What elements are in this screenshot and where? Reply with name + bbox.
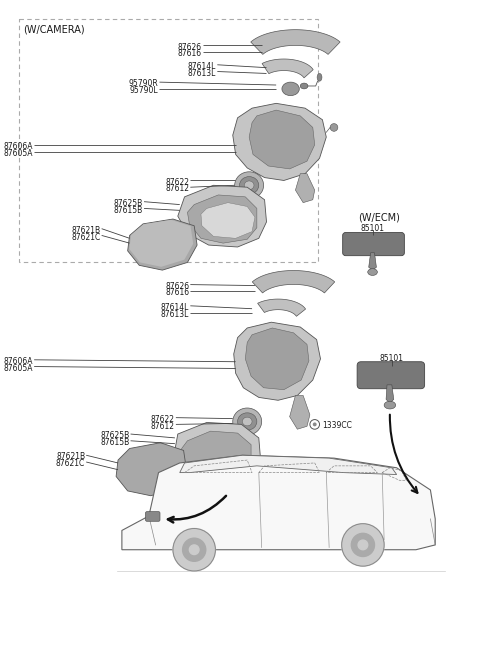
Polygon shape [252, 271, 335, 293]
Polygon shape [295, 174, 315, 202]
Text: 87606A: 87606A [4, 142, 33, 151]
Polygon shape [181, 431, 251, 480]
Text: (W/ECM): (W/ECM) [358, 212, 400, 222]
Ellipse shape [242, 417, 252, 426]
Text: 87614L: 87614L [188, 62, 216, 71]
Text: 87621C: 87621C [56, 459, 85, 468]
Text: 87616: 87616 [178, 49, 202, 58]
Bar [19, 20, 318, 263]
Text: 87605A: 87605A [4, 364, 33, 373]
Polygon shape [180, 455, 396, 474]
Text: 87621B: 87621B [56, 453, 85, 461]
Ellipse shape [233, 408, 262, 435]
Ellipse shape [384, 402, 396, 409]
Ellipse shape [238, 413, 257, 430]
Text: 95790R: 95790R [129, 79, 158, 88]
FancyBboxPatch shape [145, 512, 160, 521]
Polygon shape [116, 443, 186, 496]
Text: 87613L: 87613L [161, 310, 190, 319]
Polygon shape [289, 396, 310, 429]
Circle shape [182, 538, 206, 561]
Ellipse shape [317, 73, 322, 81]
Polygon shape [128, 219, 197, 270]
Polygon shape [262, 59, 313, 78]
Text: (W/CAMERA): (W/CAMERA) [24, 24, 85, 34]
Text: 95790L: 95790L [130, 86, 158, 95]
Circle shape [358, 540, 368, 550]
Polygon shape [258, 299, 306, 316]
Text: 1339CC: 1339CC [323, 421, 352, 430]
Text: 87622: 87622 [166, 178, 190, 187]
Text: 87612: 87612 [151, 422, 175, 430]
Ellipse shape [282, 82, 300, 96]
Text: 87616: 87616 [165, 288, 190, 297]
Text: 87621C: 87621C [72, 233, 101, 242]
Ellipse shape [368, 269, 377, 276]
Text: 87625B: 87625B [114, 198, 143, 208]
Polygon shape [369, 253, 376, 270]
Polygon shape [234, 322, 321, 400]
Circle shape [173, 529, 216, 571]
FancyBboxPatch shape [357, 362, 425, 388]
Polygon shape [178, 185, 266, 247]
Text: 87614L: 87614L [161, 303, 190, 312]
Text: 87613L: 87613L [188, 69, 216, 78]
Text: 87622: 87622 [151, 415, 175, 424]
Polygon shape [129, 220, 193, 267]
Text: 87606A: 87606A [4, 357, 33, 366]
Polygon shape [386, 385, 394, 403]
Text: 87625B: 87625B [100, 431, 130, 440]
Polygon shape [201, 202, 255, 238]
Polygon shape [233, 103, 326, 181]
Text: 87621B: 87621B [72, 226, 101, 234]
Text: 85101: 85101 [380, 354, 404, 363]
Ellipse shape [235, 172, 264, 198]
Polygon shape [251, 29, 340, 54]
Text: 85101: 85101 [360, 224, 384, 233]
Ellipse shape [300, 83, 308, 89]
Polygon shape [188, 195, 257, 243]
Ellipse shape [244, 181, 254, 190]
Circle shape [351, 533, 374, 557]
Polygon shape [122, 455, 435, 550]
FancyBboxPatch shape [343, 233, 404, 255]
Circle shape [342, 524, 384, 566]
Polygon shape [245, 328, 309, 390]
Text: 87626: 87626 [178, 43, 202, 52]
Circle shape [190, 545, 199, 555]
Ellipse shape [313, 422, 317, 426]
Text: 87615B: 87615B [100, 438, 130, 447]
Polygon shape [174, 422, 261, 486]
Text: 87605A: 87605A [4, 149, 33, 158]
Text: 87626: 87626 [165, 282, 190, 291]
Text: 87612: 87612 [166, 184, 190, 193]
Ellipse shape [330, 124, 338, 131]
Ellipse shape [240, 177, 259, 194]
Polygon shape [249, 110, 315, 169]
Text: 87615B: 87615B [114, 206, 143, 215]
